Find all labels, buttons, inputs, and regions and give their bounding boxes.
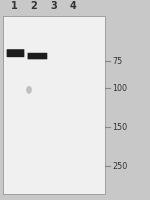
Text: 3: 3 bbox=[51, 1, 57, 11]
Ellipse shape bbox=[26, 86, 32, 94]
Text: 1: 1 bbox=[11, 1, 18, 11]
Text: 150: 150 bbox=[112, 123, 128, 132]
Text: 250: 250 bbox=[112, 162, 128, 171]
Text: 100: 100 bbox=[112, 84, 128, 93]
Text: 75: 75 bbox=[112, 57, 123, 66]
Text: 2: 2 bbox=[30, 1, 37, 11]
FancyBboxPatch shape bbox=[3, 16, 105, 194]
FancyBboxPatch shape bbox=[7, 49, 24, 57]
FancyBboxPatch shape bbox=[28, 53, 47, 59]
Text: 4: 4 bbox=[69, 1, 76, 11]
